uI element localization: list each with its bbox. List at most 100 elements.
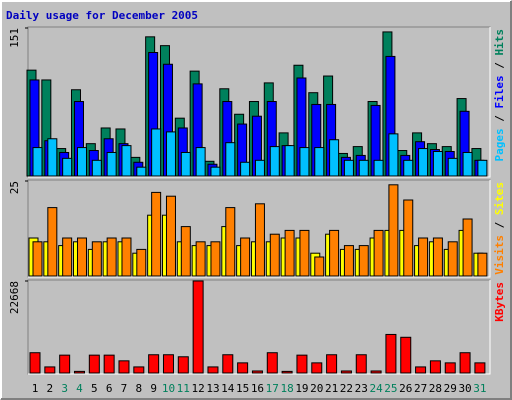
bar xyxy=(388,184,399,277)
bar xyxy=(103,354,115,374)
x-tick-label: 11 xyxy=(177,382,190,395)
bar xyxy=(329,229,340,277)
bar xyxy=(180,226,191,277)
bar xyxy=(296,354,308,374)
x-tick-label: 15 xyxy=(236,382,249,395)
bar xyxy=(447,157,458,177)
bar xyxy=(106,151,117,177)
x-tick-label: 4 xyxy=(76,382,83,395)
bar xyxy=(343,159,354,177)
bar xyxy=(47,138,58,177)
bar xyxy=(192,280,204,374)
legend-separator: / xyxy=(493,109,506,129)
x-tick-label: 26 xyxy=(399,382,412,395)
x-tick-label: 12 xyxy=(192,382,205,395)
bar xyxy=(162,354,174,374)
x-tick-label: 19 xyxy=(295,382,308,395)
bar xyxy=(32,147,43,177)
bar xyxy=(76,147,87,177)
x-tick-label: 2 xyxy=(47,382,54,395)
x-tick-label: 29 xyxy=(444,382,457,395)
x-tick-label: 30 xyxy=(458,382,471,395)
chart-title: Daily usage for December 2005 xyxy=(6,9,198,22)
bar xyxy=(121,145,132,177)
bar xyxy=(385,333,397,374)
x-tick-label: 21 xyxy=(325,382,338,395)
legend: Pages / Files / Hits xyxy=(493,29,506,162)
bar xyxy=(254,203,265,277)
x-tick-label: 10 xyxy=(162,382,175,395)
x-tick-label: 5 xyxy=(91,382,98,395)
bar xyxy=(195,241,206,277)
bar xyxy=(266,352,278,374)
bar xyxy=(370,370,382,374)
legend: Visits / Sites xyxy=(493,182,506,275)
bar xyxy=(418,237,429,277)
legend: KBytes xyxy=(493,282,506,322)
bar xyxy=(403,159,414,177)
x-tick-label: 3 xyxy=(61,382,68,395)
bar xyxy=(195,147,206,177)
bar xyxy=(180,151,191,177)
legend-entry: Pages xyxy=(493,128,506,161)
bar xyxy=(76,237,87,277)
bar xyxy=(329,139,340,177)
bar xyxy=(237,362,249,374)
bar xyxy=(32,241,43,277)
bar xyxy=(432,237,443,277)
bar xyxy=(418,148,429,177)
bar xyxy=(284,145,295,177)
bar xyxy=(210,241,221,277)
x-tick-label: 22 xyxy=(340,382,353,395)
x-tick-label: 8 xyxy=(135,382,142,395)
x-tick-label: 9 xyxy=(150,382,157,395)
bar xyxy=(29,352,41,374)
bar xyxy=(355,354,367,374)
bar xyxy=(207,366,219,374)
bar xyxy=(447,241,458,277)
y-tick-label: 25 xyxy=(8,181,21,194)
bar xyxy=(151,128,162,177)
bar xyxy=(106,237,117,277)
x-tick-label: 20 xyxy=(310,382,323,395)
panel-edge xyxy=(28,27,491,178)
bar xyxy=(415,366,427,374)
bar xyxy=(148,354,160,374)
legend-entry: KBytes xyxy=(493,282,506,322)
bar xyxy=(284,229,295,277)
bar xyxy=(311,362,323,374)
bar xyxy=(62,157,73,177)
bar xyxy=(326,354,338,374)
bar xyxy=(388,133,399,177)
bar xyxy=(373,159,384,177)
x-tick-label: 14 xyxy=(221,382,235,395)
bar xyxy=(88,354,100,374)
x-tick-label: 24 xyxy=(369,382,383,395)
bar xyxy=(358,159,369,177)
bar xyxy=(462,218,473,277)
x-tick-label: 27 xyxy=(414,382,427,395)
y-tick-label: 22668 xyxy=(8,281,21,314)
x-tick-label: 6 xyxy=(106,382,113,395)
bar xyxy=(269,233,280,277)
bar xyxy=(432,150,443,177)
bar xyxy=(474,362,486,374)
x-tick-label: 17 xyxy=(266,382,279,395)
bar xyxy=(477,252,488,277)
legend-separator: / xyxy=(493,215,506,235)
bar xyxy=(136,166,147,177)
bar xyxy=(429,360,441,374)
bar xyxy=(251,370,263,374)
bar xyxy=(62,237,73,277)
x-tick-label: 31 xyxy=(473,382,486,395)
bar xyxy=(136,248,147,277)
bar xyxy=(299,147,310,177)
bar xyxy=(118,360,130,374)
bar xyxy=(340,370,352,374)
x-tick-label: 1 xyxy=(32,382,39,395)
legend-separator: / xyxy=(493,56,506,76)
bar xyxy=(91,159,102,177)
